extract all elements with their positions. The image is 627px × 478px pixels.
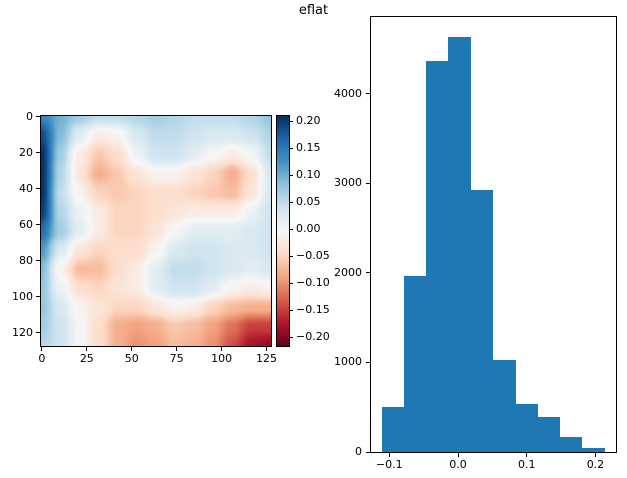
colorbar-tick <box>290 228 293 230</box>
histogram-x-tick-label: −0.1 <box>375 458 403 471</box>
histogram-x-tick <box>457 453 459 457</box>
colorbar-tick-label: 0.20 <box>296 114 321 128</box>
colorbar-tick-label: −0.10 <box>296 276 330 290</box>
histogram-y-tick <box>366 272 370 274</box>
heatmap-y-tick-label: 100 <box>12 289 33 303</box>
colorbar-tick <box>290 255 293 257</box>
histogram-x-tick-label: 0.2 <box>586 458 605 471</box>
histogram-y-tick <box>366 182 370 184</box>
heatmap-y-tick <box>36 224 40 226</box>
heatmap-image <box>41 116 271 346</box>
heatmap-x-tick <box>41 347 43 351</box>
histogram-y-tick <box>366 93 370 95</box>
histogram-x-tick <box>526 453 528 457</box>
heatmap-y-tick <box>36 152 40 154</box>
colorbar-tick-label: 0.15 <box>296 141 321 155</box>
colorbar <box>276 115 290 347</box>
histogram-bar <box>381 407 404 452</box>
histogram-bar <box>560 436 583 452</box>
figure-title: eflat <box>298 3 329 18</box>
heatmap-axes <box>40 115 272 347</box>
histogram-y-tick-label: 3000 <box>334 176 362 190</box>
colorbar-tick-label: −0.05 <box>296 249 330 263</box>
histogram-y-tick-label: 1000 <box>334 355 362 369</box>
colorbar-gradient <box>277 116 289 346</box>
heatmap-y-tick-label: 120 <box>12 325 33 339</box>
heatmap-x-tick-label: 125 <box>256 352 277 365</box>
histogram-bar <box>582 448 606 452</box>
histogram-x-tick-label: 0.1 <box>517 458 536 471</box>
colorbar-tick-label: 0.10 <box>296 168 321 182</box>
heatmap-y-tick-label: 20 <box>19 145 33 159</box>
histogram-bar <box>426 60 449 452</box>
heatmap-y-tick-label: 40 <box>19 181 33 195</box>
histogram-y-tick-label: 2000 <box>334 265 362 279</box>
heatmap-y-tick-label: 60 <box>19 217 33 231</box>
heatmap-y-tick-label: 80 <box>19 253 33 267</box>
histogram-bar <box>471 189 494 452</box>
heatmap-y-tick <box>36 332 40 334</box>
colorbar-tick <box>290 336 293 338</box>
heatmap-x-tick-label: 0 <box>38 352 46 365</box>
histogram-y-tick-label: 4000 <box>334 86 362 100</box>
heatmap-x-tick <box>176 347 178 351</box>
colorbar-tick <box>290 147 293 149</box>
histogram-y-tick <box>366 361 370 363</box>
histogram-bar <box>515 403 538 452</box>
histogram-bar <box>537 417 561 452</box>
histogram-y-tick-label: 0 <box>355 445 362 458</box>
histogram-x-tick <box>594 453 596 457</box>
heatmap-x-tick-label: 100 <box>211 352 233 365</box>
heatmap-y-tick <box>36 188 40 190</box>
colorbar-tick <box>290 174 293 176</box>
heatmap-x-tick <box>86 347 88 351</box>
heatmap-x-tick-label: 25 <box>79 352 94 365</box>
heatmap-x-tick <box>266 347 267 351</box>
histogram-bar <box>403 276 427 452</box>
colorbar-tick-label: 0.00 <box>296 222 321 236</box>
colorbar-tick-label: −0.20 <box>296 330 330 344</box>
heatmap-x-tick <box>131 347 133 351</box>
colorbar-tick <box>290 282 293 284</box>
histogram-bar <box>493 359 516 452</box>
heatmap-x-tick-label: 50 <box>124 352 139 365</box>
histogram-x-tick-label: 0.0 <box>449 458 467 471</box>
colorbar-tick <box>290 309 293 311</box>
histogram-axes <box>370 16 617 453</box>
colorbar-tick-label: 0.05 <box>296 195 321 209</box>
heatmap-x-tick <box>221 347 223 351</box>
heatmap-y-tick <box>36 260 40 262</box>
heatmap-y-tick <box>36 116 40 118</box>
heatmap-y-tick <box>36 296 40 298</box>
histogram-x-tick <box>388 453 390 457</box>
colorbar-tick <box>290 120 293 122</box>
histogram-bar <box>448 37 472 452</box>
heatmap-x-tick-label: 75 <box>169 352 184 365</box>
histogram-y-tick <box>366 451 370 453</box>
colorbar-tick <box>290 201 293 203</box>
heatmap-y-tick-label: 0 <box>26 109 33 123</box>
colorbar-tick-label: −0.15 <box>296 303 330 317</box>
